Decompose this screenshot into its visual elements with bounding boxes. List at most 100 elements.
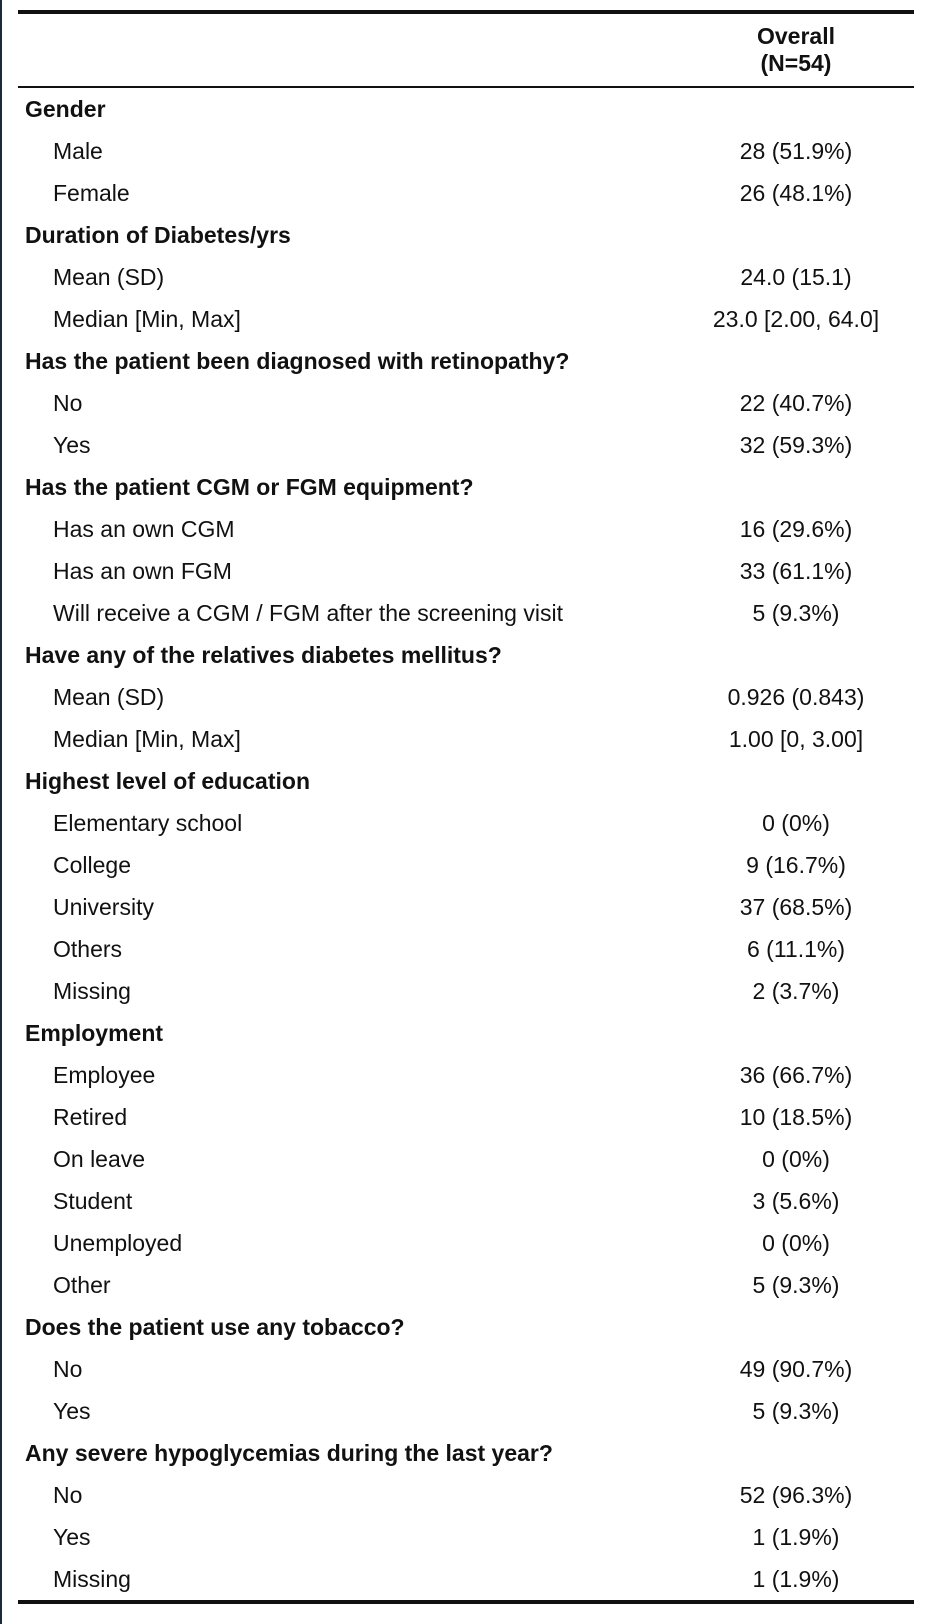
table-row: University 37 (68.5%) bbox=[18, 886, 914, 928]
group-value-empty bbox=[678, 760, 914, 802]
row-value: 1 (1.9%) bbox=[752, 1524, 840, 1550]
group-row: Highest level of education bbox=[18, 760, 914, 802]
row-value: 33 (61.1%) bbox=[739, 558, 853, 584]
row-value: 0 (0%) bbox=[762, 810, 830, 836]
group-row: Employment bbox=[18, 1012, 914, 1054]
group-row: Gender bbox=[18, 87, 914, 130]
row-label: No bbox=[53, 1356, 83, 1382]
group-row: Has the patient CGM or FGM equipment? bbox=[18, 466, 914, 508]
table-row: No 22 (40.7%) bbox=[18, 382, 914, 424]
table-row: Yes 5 (9.3%) bbox=[18, 1390, 914, 1432]
row-label: Yes bbox=[53, 1524, 91, 1550]
table-row: College 9 (16.7%) bbox=[18, 844, 914, 886]
row-label: Mean (SD) bbox=[53, 684, 165, 710]
row-label: Male bbox=[53, 138, 103, 164]
row-label: Retired bbox=[53, 1104, 128, 1130]
row-value: 16 (29.6%) bbox=[739, 516, 853, 542]
table-row: Female 26 (48.1%) bbox=[18, 172, 914, 214]
header-overall-n: (N=54) bbox=[760, 50, 832, 76]
table-row: Missing 2 (3.7%) bbox=[18, 970, 914, 1012]
row-value: 2 (3.7%) bbox=[752, 978, 840, 1004]
window-left-edge bbox=[0, 0, 2, 1624]
row-label: Others bbox=[53, 936, 123, 962]
table-row: Has an own FGM 33 (61.1%) bbox=[18, 550, 914, 592]
row-value: 5 (9.3%) bbox=[752, 1398, 840, 1424]
group-title: Highest level of education bbox=[25, 768, 310, 794]
table-row: Will receive a CGM / FGM after the scree… bbox=[18, 592, 914, 634]
group-row: Any severe hypoglycemias during the last… bbox=[18, 1432, 914, 1474]
table-row: Retired 10 (18.5%) bbox=[18, 1096, 914, 1138]
group-value-empty bbox=[678, 466, 914, 508]
row-label: Employee bbox=[53, 1062, 156, 1088]
row-label: Other bbox=[53, 1272, 111, 1298]
group-value-empty bbox=[678, 87, 914, 130]
table-row: No 49 (90.7%) bbox=[18, 1348, 914, 1390]
group-value-empty bbox=[678, 1012, 914, 1054]
group-value-empty bbox=[678, 340, 914, 382]
row-value: 24.0 (15.1) bbox=[740, 264, 852, 290]
group-title: Has the patient been diagnosed with reti… bbox=[25, 348, 570, 374]
row-value: 9 (16.7%) bbox=[746, 852, 846, 878]
table-row: Others 6 (11.1%) bbox=[18, 928, 914, 970]
row-value: 49 (90.7%) bbox=[739, 1356, 853, 1382]
row-label: Female bbox=[53, 180, 130, 206]
row-value: 1 (1.9%) bbox=[752, 1566, 840, 1592]
row-value: 0 (0%) bbox=[762, 1230, 830, 1256]
row-value: 5 (9.3%) bbox=[752, 1272, 840, 1298]
header-overall-title: Overall bbox=[757, 23, 835, 49]
header-row: Overall (N=54) bbox=[18, 12, 914, 87]
row-value: 22 (40.7%) bbox=[739, 390, 853, 416]
table-body: Gender Male 28 (51.9%) Female 26 (48.1%) Dura… bbox=[18, 87, 914, 1602]
table-row: Mean (SD) 24.0 (15.1) bbox=[18, 256, 914, 298]
table-row: Elementary school 0 (0%) bbox=[18, 802, 914, 844]
group-value-empty bbox=[678, 214, 914, 256]
group-row: Does the patient use any tobacco? bbox=[18, 1306, 914, 1348]
row-value: 28 (51.9%) bbox=[739, 138, 853, 164]
table-row: Student 3 (5.6%) bbox=[18, 1180, 914, 1222]
group-row: Duration of Diabetes/yrs bbox=[18, 214, 914, 256]
row-value: 6 (11.1%) bbox=[746, 936, 845, 962]
row-value: 0.926 (0.843) bbox=[727, 684, 865, 710]
row-value: 26 (48.1%) bbox=[739, 180, 853, 206]
table-row: Other 5 (9.3%) bbox=[18, 1264, 914, 1306]
row-label: Will receive a CGM / FGM after the scree… bbox=[53, 600, 563, 626]
table-row: Median [Min, Max] 1.00 [0, 3.00] bbox=[18, 718, 914, 760]
group-title: Gender bbox=[25, 96, 106, 122]
summary-table-container: Overall (N=54) Gender Male 28 (51.9%) Femal… bbox=[18, 10, 914, 1604]
group-title: Duration of Diabetes/yrs bbox=[25, 222, 291, 248]
row-value: 52 (96.3%) bbox=[739, 1482, 853, 1508]
group-row: Have any of the relatives diabetes melli… bbox=[18, 634, 914, 676]
row-value: 23.0 [2.00, 64.0] bbox=[712, 306, 880, 332]
table-row: No 52 (96.3%) bbox=[18, 1474, 914, 1516]
row-label: Yes bbox=[53, 432, 91, 458]
row-label: Median [Min, Max] bbox=[53, 726, 241, 752]
group-title: Any severe hypoglycemias during the last… bbox=[25, 1440, 553, 1466]
header-label-cell bbox=[18, 12, 678, 87]
group-title: Employment bbox=[25, 1020, 164, 1046]
table-row: Male 28 (51.9%) bbox=[18, 130, 914, 172]
row-value: 36 (66.7%) bbox=[739, 1062, 853, 1088]
row-label: Has an own CGM bbox=[53, 516, 235, 542]
group-value-empty bbox=[678, 634, 914, 676]
row-label: On leave bbox=[53, 1146, 146, 1172]
table-row: Mean (SD) 0.926 (0.843) bbox=[18, 676, 914, 718]
table-row: On leave 0 (0%) bbox=[18, 1138, 914, 1180]
row-value: 0 (0%) bbox=[762, 1146, 830, 1172]
table-row: Yes 1 (1.9%) bbox=[18, 1516, 914, 1558]
row-value: 32 (59.3%) bbox=[739, 432, 853, 458]
group-row: Has the patient been diagnosed with reti… bbox=[18, 340, 914, 382]
row-value: 37 (68.5%) bbox=[739, 894, 853, 920]
table-row: Median [Min, Max] 23.0 [2.00, 64.0] bbox=[18, 298, 914, 340]
group-title: Does the patient use any tobacco? bbox=[25, 1314, 405, 1340]
row-label: Yes bbox=[53, 1398, 91, 1424]
row-value: 10 (18.5%) bbox=[739, 1104, 853, 1130]
row-value: 5 (9.3%) bbox=[752, 600, 840, 626]
row-value: 3 (5.6%) bbox=[752, 1188, 840, 1214]
row-label: Elementary school bbox=[53, 810, 243, 836]
row-value: 1.00 [0, 3.00] bbox=[728, 726, 864, 752]
row-label: Missing bbox=[53, 1566, 131, 1592]
group-value-empty bbox=[678, 1306, 914, 1348]
row-label: No bbox=[53, 390, 83, 416]
table-row: Employee 36 (66.7%) bbox=[18, 1054, 914, 1096]
row-label: Missing bbox=[53, 978, 131, 1004]
